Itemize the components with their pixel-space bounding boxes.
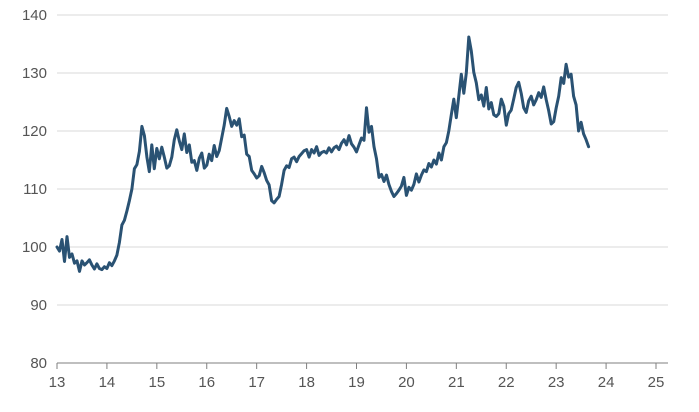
y-tick-label-90: 90 <box>30 297 47 314</box>
x-tick-label-21: 21 <box>448 374 465 391</box>
y-tick-label-120: 120 <box>22 123 47 140</box>
x-tick-label-24: 24 <box>598 374 615 391</box>
gridlines <box>57 14 668 306</box>
y-tick-label-80: 80 <box>30 355 47 372</box>
y-tick-label-130: 130 <box>22 65 47 82</box>
x-tick-label-17: 17 <box>248 374 265 391</box>
x-axis <box>56 362 668 369</box>
x-tick-label-19: 19 <box>348 374 365 391</box>
x-axis-labels: 13 14 15 16 17 18 19 20 21 22 23 24 25 <box>49 374 665 391</box>
x-tick-label-18: 18 <box>298 374 315 391</box>
series-layer <box>55 35 591 273</box>
x-tick-label-13: 13 <box>49 374 66 391</box>
x-tick-label-14: 14 <box>99 374 116 391</box>
x-tick-label-22: 22 <box>498 374 515 391</box>
series-line-0 <box>55 35 591 273</box>
y-tick-label-110: 110 <box>23 181 47 198</box>
x-tick-label-23: 23 <box>548 374 565 391</box>
y-tick-label-100: 100 <box>22 239 47 256</box>
y-tick-label-140: 140 <box>22 7 47 24</box>
x-tick-label-16: 16 <box>198 374 215 391</box>
x-tick-label-15: 15 <box>148 374 165 391</box>
x-tick-label-20: 20 <box>398 374 415 391</box>
y-axis: 80 90 100 110 120 130 140 <box>22 7 47 372</box>
x-tick-label-25: 25 <box>648 374 665 391</box>
